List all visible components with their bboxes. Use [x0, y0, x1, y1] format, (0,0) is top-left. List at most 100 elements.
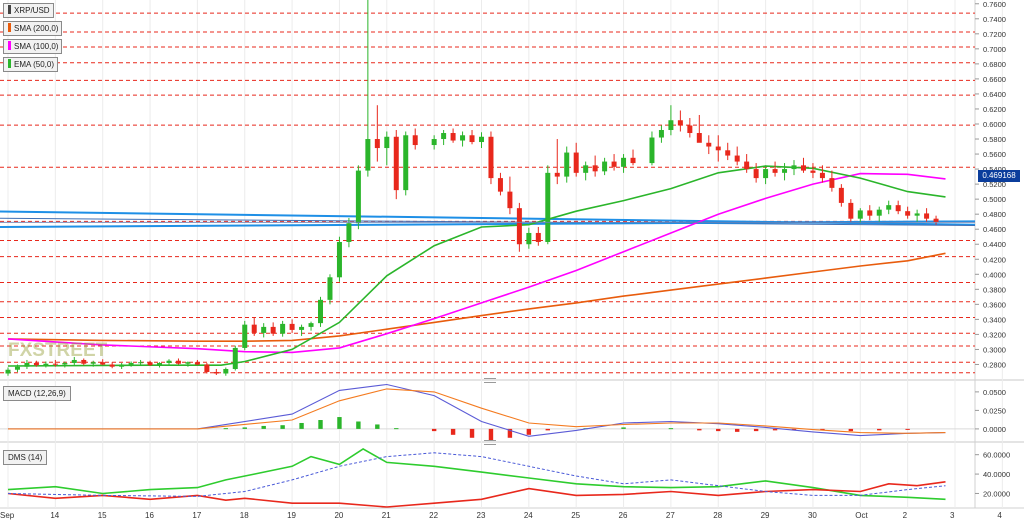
candle-body	[251, 324, 257, 333]
x-tick-label: 27	[666, 511, 675, 520]
pane-resize-handle-dms[interactable]	[484, 440, 496, 445]
moving-average-line	[7, 172, 946, 354]
candle-body	[800, 165, 806, 171]
macd-histogram-bar	[356, 421, 361, 429]
y-tick-label: 0.5600	[983, 150, 1006, 159]
macd-histogram-bar	[697, 428, 702, 431]
y-tick-label: 0.7600	[983, 0, 1006, 9]
candle-body	[232, 347, 238, 369]
macd-histogram-bar	[242, 427, 247, 429]
macd-line	[8, 383, 946, 437]
candle-body	[403, 135, 409, 191]
last-price-tag: 0.469168	[978, 170, 1020, 182]
candle-body	[5, 369, 11, 374]
dms-line	[7, 481, 946, 508]
candle-body	[573, 152, 579, 173]
candle-body	[583, 165, 589, 173]
macd-histogram-bar	[431, 428, 437, 432]
x-tick-label: 24	[524, 511, 533, 520]
x-tick-label: 30	[808, 511, 817, 520]
dms-y-tick-label: 20.0000	[983, 489, 1010, 498]
candle-body	[772, 169, 778, 173]
candle-body	[516, 208, 522, 245]
y-tick-label: 0.5800	[983, 135, 1006, 144]
candle-body	[668, 120, 674, 131]
candle-body	[876, 209, 882, 216]
candle-body	[886, 205, 892, 210]
dms-legend[interactable]: DMS (14)	[3, 450, 48, 465]
macd-legend[interactable]: MACD (12,26,9)	[3, 386, 71, 401]
candle-body	[280, 323, 286, 334]
candle-body	[147, 362, 153, 366]
dms-line	[7, 452, 946, 497]
y-tick-label: 0.4800	[983, 210, 1006, 219]
macd-histogram-bar	[318, 420, 323, 429]
candle-body	[630, 157, 636, 164]
candle-body	[469, 135, 475, 143]
macd-histogram-bar	[337, 417, 342, 429]
candle-body	[52, 363, 58, 365]
candle-body	[564, 152, 570, 177]
y-tick-label: 0.4200	[983, 255, 1006, 264]
candle-body	[185, 362, 191, 364]
y-tick-label: 0.7400	[983, 15, 1006, 24]
candle-body	[460, 135, 466, 141]
y-tick-label: 0.4600	[983, 225, 1006, 234]
candle-body	[857, 210, 863, 219]
candle-body	[33, 362, 39, 366]
macd-histogram-bar	[261, 425, 266, 429]
candle-body	[602, 161, 608, 172]
y-tick-label: 0.5000	[983, 195, 1006, 204]
legend-label-ema-50: EMA (50,0)	[14, 60, 55, 69]
x-tick-label: 28	[713, 511, 722, 520]
legend-swatch-sma-200	[8, 23, 11, 32]
candle-body	[81, 359, 87, 364]
x-tick-label: 23	[477, 511, 486, 520]
candle-body	[194, 362, 200, 365]
macd-histogram-bar	[507, 428, 513, 438]
y-tick-label: 0.4400	[983, 240, 1006, 249]
legend-sma-100[interactable]: SMA (100,0)	[3, 39, 63, 54]
candle-body	[507, 191, 513, 209]
x-tick-label: Oct	[855, 511, 868, 520]
macd-histogram-bar	[621, 427, 626, 429]
candle-body	[744, 161, 750, 170]
candle-body	[497, 178, 503, 192]
candle-body	[592, 165, 598, 172]
macd-histogram-bar	[734, 428, 740, 432]
y-tick-label: 0.3600	[983, 300, 1006, 309]
x-tick-label: Sep	[0, 511, 15, 520]
candle-body	[346, 223, 352, 242]
y-tick-label: 0.3400	[983, 315, 1006, 324]
moving-average-line	[7, 252, 946, 342]
x-tick-label: 21	[382, 511, 391, 520]
macd-histogram-bar	[394, 428, 399, 430]
candle-body	[318, 299, 324, 324]
y-tick-label: 0.3800	[983, 285, 1006, 294]
candle-body	[374, 139, 380, 149]
macd-histogram-bar	[280, 425, 285, 429]
dms-line	[7, 447, 946, 501]
legend-ema-50[interactable]: EMA (50,0)	[3, 57, 59, 72]
macd-histogram-bar	[223, 428, 229, 430]
candle-body	[621, 157, 627, 167]
x-tick-label: 17	[192, 511, 201, 520]
y-tick-label: 0.3200	[983, 330, 1006, 339]
candle-body	[819, 172, 825, 179]
legend-sma-200[interactable]: SMA (200,0)	[3, 21, 63, 36]
candle-body	[71, 359, 77, 363]
x-tick-label: 22	[429, 511, 438, 520]
pane-resize-handle-macd[interactable]	[484, 378, 496, 383]
candle-body	[734, 155, 740, 162]
symbol-label-text: XRP/USD	[14, 6, 50, 15]
candle-body	[128, 362, 134, 365]
candle-body	[213, 371, 219, 374]
dms-y-tick-label: 40.0000	[983, 470, 1010, 479]
candle-body	[119, 364, 125, 367]
candle-body	[914, 213, 920, 216]
macd-histogram-bar	[820, 428, 825, 431]
candle-body	[782, 169, 788, 173]
macd-y-tick-label: 0.0000	[983, 425, 1006, 434]
